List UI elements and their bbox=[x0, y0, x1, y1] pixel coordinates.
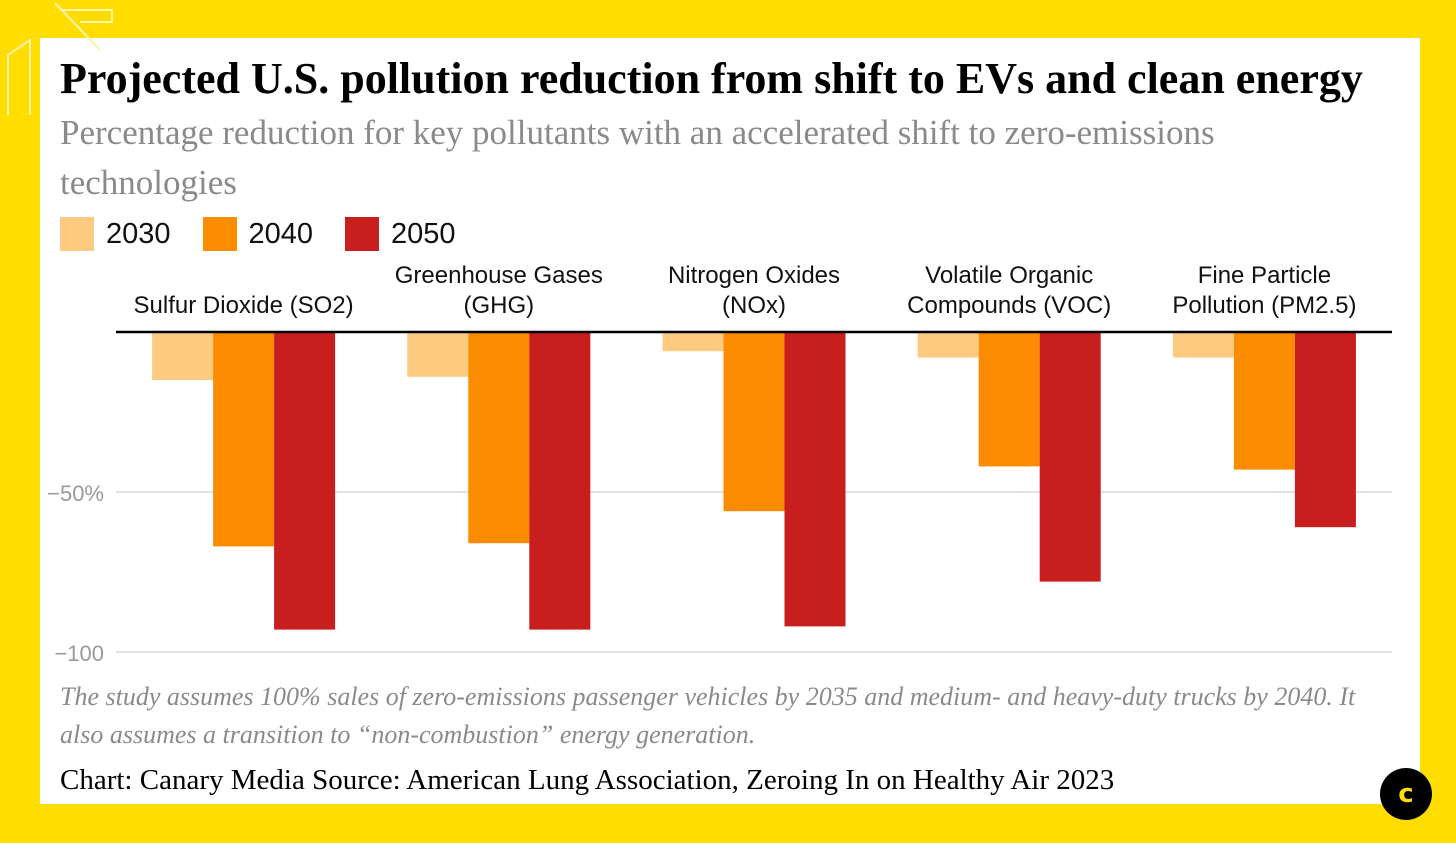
legend-item-2030: 2030 bbox=[60, 217, 171, 251]
legend-swatch-2030 bbox=[60, 217, 94, 251]
legend-label-2030: 2030 bbox=[106, 217, 171, 250]
category-label-2-line-0: Nitrogen Oxides bbox=[668, 262, 840, 289]
bar-2050-3 bbox=[1039, 332, 1101, 582]
category-label-4-line-0: Fine Particle bbox=[1198, 262, 1331, 289]
bar-2040-3 bbox=[978, 332, 1040, 467]
bar-2050-2 bbox=[784, 332, 846, 627]
bar-2040-4 bbox=[1233, 332, 1295, 470]
bar-2050-4 bbox=[1294, 332, 1356, 528]
bar-2040-0 bbox=[213, 332, 275, 547]
category-label-0-line-0: Sulfur Dioxide (SO2) bbox=[134, 292, 354, 319]
y-tick-label-100: −100 bbox=[54, 641, 104, 666]
legend-label-2040: 2040 bbox=[248, 217, 314, 250]
bar-2050-0 bbox=[274, 332, 336, 630]
corner-arrow-decoration bbox=[7, 2, 113, 115]
chart-credit: Chart: Canary Media Source: American Lun… bbox=[60, 764, 1115, 796]
chart-subtitle: Percentage reduction for key pollutants … bbox=[60, 113, 1215, 202]
y-tick-label-50: −50% bbox=[47, 481, 104, 506]
bar-2050-1 bbox=[529, 332, 591, 630]
chart-note: The study assumes 100% sales of zero-emi… bbox=[60, 682, 1356, 749]
legend: 2030 2040 2050 bbox=[60, 214, 488, 254]
bar-2040-1 bbox=[468, 332, 530, 544]
legend-item-2040: 2040 bbox=[202, 217, 314, 251]
bar-2030-3 bbox=[917, 332, 979, 358]
category-label-3-line-1: Compounds (VOC) bbox=[907, 292, 1111, 319]
bar-2030-0 bbox=[152, 332, 214, 380]
category-label-1-line-0: Greenhouse Gases bbox=[395, 262, 603, 289]
legend-item-2050: 2050 bbox=[345, 217, 456, 251]
category-label-4-line-1: Pollution (PM2.5) bbox=[1172, 292, 1356, 319]
category-label-3-line-0: Volatile Organic bbox=[925, 262, 1093, 289]
category-label-1-line-1: (GHG) bbox=[463, 292, 534, 319]
bar-2040-2 bbox=[723, 332, 785, 512]
category-label-2-line-1: (NOx) bbox=[722, 292, 786, 319]
canary-logo: c bbox=[1380, 768, 1432, 820]
chart-title: Projected U.S. pollution reduction from … bbox=[60, 54, 1363, 103]
legend-label-2050: 2050 bbox=[391, 217, 456, 250]
legend-swatch-2040 bbox=[202, 217, 237, 251]
bar-2030-4 bbox=[1172, 332, 1234, 358]
bar-2030-2 bbox=[662, 332, 724, 352]
bar-2030-1 bbox=[407, 332, 469, 377]
legend-swatch-2050 bbox=[345, 217, 380, 251]
